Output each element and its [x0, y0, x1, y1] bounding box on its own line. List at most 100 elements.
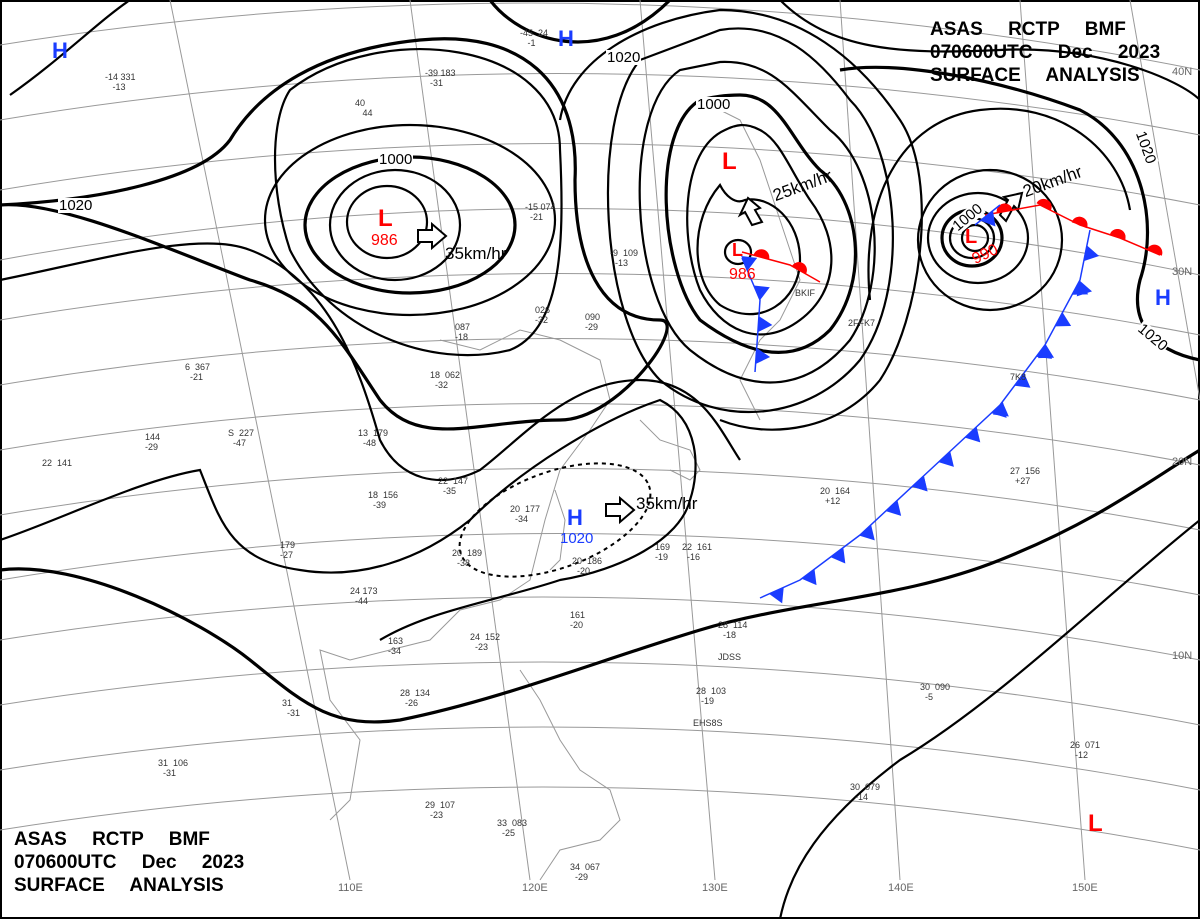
isobar-label: 1000: [378, 151, 414, 168]
station-id: BKIF: [795, 288, 816, 298]
station-plot: 22 147 -35: [438, 476, 469, 496]
station-plot: 24 152 -23: [470, 632, 501, 652]
footer-line-1: ASAS RCTP BMF: [14, 829, 210, 850]
low-pressure-marker: L: [722, 148, 737, 175]
station-plot: -14 331 -13: [105, 72, 136, 92]
warm-front-line: [741, 251, 821, 283]
station-plot: 20 186 -20: [572, 556, 603, 576]
footer-line-3: SURFACE ANALYSIS: [14, 875, 224, 896]
cold-front-triangle: [964, 426, 981, 443]
header-line-1: ASAS RCTP BMF: [930, 19, 1126, 40]
station-plot: S 227 -47: [228, 428, 255, 448]
station-plot: 27 156 +27: [1010, 466, 1041, 486]
header-title: ASAS RCTP BMF 070600UTC Dec 2023 SURFACE A…: [930, 18, 1160, 87]
cold-front-triangle: [769, 587, 784, 604]
station-plot: 22 141: [42, 458, 73, 468]
footer-line-2: 070600UTC Dec 2023: [14, 852, 245, 873]
station-plot: 163 -34: [388, 636, 404, 656]
lat-label: 30N: [1172, 266, 1193, 278]
station-plot: 20 164 +12: [820, 486, 851, 506]
station-plot: 31 106 -31: [158, 758, 189, 778]
station-plot: 30 079 -14: [850, 782, 881, 802]
warm-front-line: [984, 204, 1161, 256]
station-id: EHS8S: [693, 718, 723, 728]
station-plot: 33 083 -25: [497, 818, 528, 838]
station-plot: 24 173 -44: [350, 586, 378, 606]
warm-front-semicircle: [1071, 216, 1088, 228]
cold-front-triangle: [757, 316, 773, 333]
station-plot: 169 -19: [655, 542, 671, 562]
station-plot: 144 -29: [145, 432, 161, 452]
cold-front-triangle: [1014, 372, 1031, 388]
high-pressure-marker: H: [558, 26, 574, 51]
station-plot: 13 179 -48: [358, 428, 389, 448]
cold-front-triangle: [755, 348, 771, 365]
station-plot: -9 109 -13: [610, 248, 639, 268]
station-plot: 087 -18: [455, 322, 471, 342]
station-id: JDSS: [718, 652, 742, 662]
low-pressure-marker: L: [1088, 810, 1103, 837]
station-plot: 28 103 -19: [696, 686, 727, 706]
station-plot: 40 44: [355, 98, 373, 118]
station-plot: -39 183 -31: [425, 68, 456, 88]
lon-label: 140E: [888, 882, 914, 894]
station-plot: 28 134 -26: [400, 688, 431, 708]
cold-front-triangle: [912, 475, 928, 492]
low-pressure-marker: L: [378, 205, 393, 232]
warm-front-semicircle: [996, 203, 1013, 213]
low-pressure-marker: L: [732, 240, 743, 260]
station-plot: -45 24 -1: [520, 28, 549, 48]
graticule: [0, 0, 1200, 881]
station-plot: 29 107 -23: [425, 800, 456, 820]
low-pressure-marker: L: [965, 226, 978, 248]
motion-arrow-icon: [605, 495, 636, 525]
station-plot: 179 -27: [280, 540, 296, 560]
isobar-label: 1020: [58, 197, 94, 214]
central-pressure: 1020: [560, 530, 594, 547]
header-line-3: SURFACE ANALYSIS: [930, 65, 1140, 86]
cold-front-triangle: [1083, 245, 1100, 262]
header-line-2: 070600UTC Dec 2023: [930, 42, 1161, 63]
station-plot: 22 161 -16: [682, 542, 713, 562]
high-pressure-marker: H: [52, 38, 68, 63]
station-plot: 090 -29: [585, 312, 601, 332]
cold-front-triangle: [1054, 312, 1072, 327]
warm-front-semicircle: [753, 249, 770, 260]
cold-front-triangle: [1037, 344, 1055, 359]
station-id: 2FFK7: [848, 318, 876, 328]
cold-front-triangle: [741, 256, 758, 271]
cold-front-triangle: [830, 547, 846, 564]
cold-front-triangle: [938, 451, 954, 467]
station-plot: 026 -32: [535, 305, 551, 325]
station-plot: 18 156 -39: [368, 490, 399, 510]
station-plot: 28 114 -18: [718, 620, 748, 640]
lat-label: 40N: [1172, 66, 1193, 78]
lat-label: 10N: [1172, 650, 1193, 662]
motion-speed: 35km/hr: [636, 494, 698, 513]
isobar-label: 1000: [696, 96, 732, 113]
warm-front-semicircle: [791, 262, 807, 275]
lon-label: 120E: [522, 882, 548, 894]
station-plot: 20 177 -34: [510, 504, 541, 524]
isobar-label: 1020: [606, 49, 642, 66]
warm-front-semicircle: [1146, 244, 1163, 256]
motion-speed: 35km/hr: [445, 244, 507, 263]
motion-arrow-icon: [737, 196, 764, 227]
cold-front-triangle: [801, 569, 817, 586]
warm-front-semicircle: [1036, 198, 1052, 211]
cold-front-triangle: [1076, 280, 1093, 297]
cold-front-triangle: [859, 524, 875, 541]
station-plot: 6 367 -21: [185, 362, 211, 382]
station-plot: 31 -31: [282, 698, 301, 718]
fronts: [741, 198, 1163, 604]
station-plot: 30 090 -5: [920, 682, 951, 702]
footer-title: ASAS RCTP BMF 070600UTC Dec 2023 SURFACE A…: [14, 828, 244, 897]
lat-label: 20N: [1172, 456, 1193, 468]
station-plot: 161 -20: [570, 610, 586, 630]
central-pressure: 986: [729, 266, 756, 283]
lon-label: 150E: [1072, 882, 1098, 894]
high-pressure-marker: H: [1155, 285, 1171, 310]
warm-front-semicircle: [1110, 228, 1126, 241]
